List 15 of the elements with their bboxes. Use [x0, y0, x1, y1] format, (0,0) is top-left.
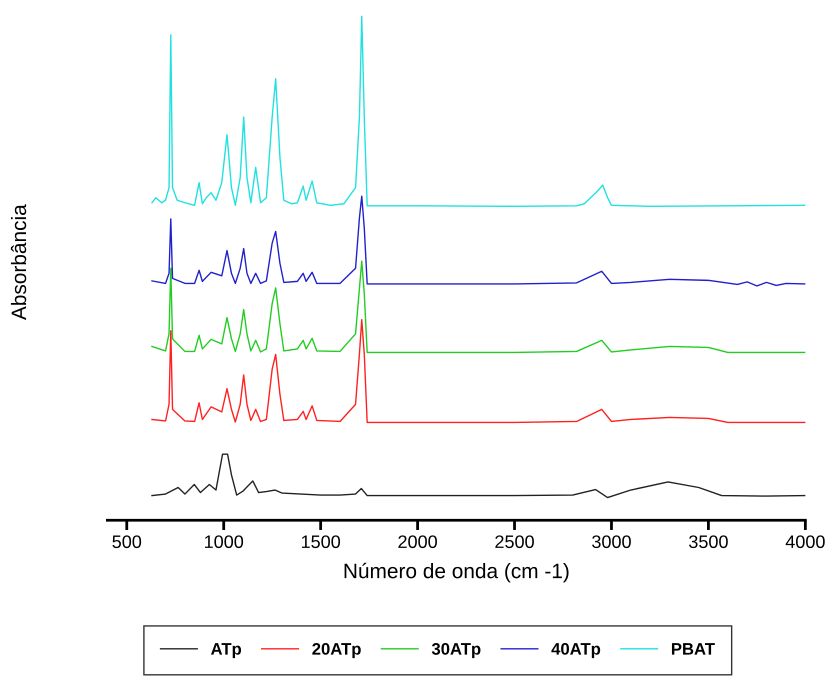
x-tick-label: 2500	[495, 535, 534, 548]
legend-label: 20ATp	[312, 643, 361, 658]
legend-label: 30ATp	[432, 643, 480, 658]
legend-label: ATp	[210, 643, 242, 658]
x-tick-label: 1000	[205, 535, 244, 548]
x-tick-label: 2000	[398, 535, 437, 548]
x-tick-label: 3000	[592, 535, 631, 548]
x-tick-label: 3500	[689, 535, 728, 548]
y-axis-title: Absorbância	[10, 204, 26, 320]
legend-label: PBAT	[672, 643, 715, 655]
x-axis-title: Número de onda (cm -1)	[344, 562, 569, 582]
x-tick-label: 500	[112, 535, 142, 548]
legend-label: 40ATp	[551, 643, 600, 658]
x-tick-label: 1500	[302, 535, 340, 548]
x-tick-label: 4000	[786, 535, 825, 548]
